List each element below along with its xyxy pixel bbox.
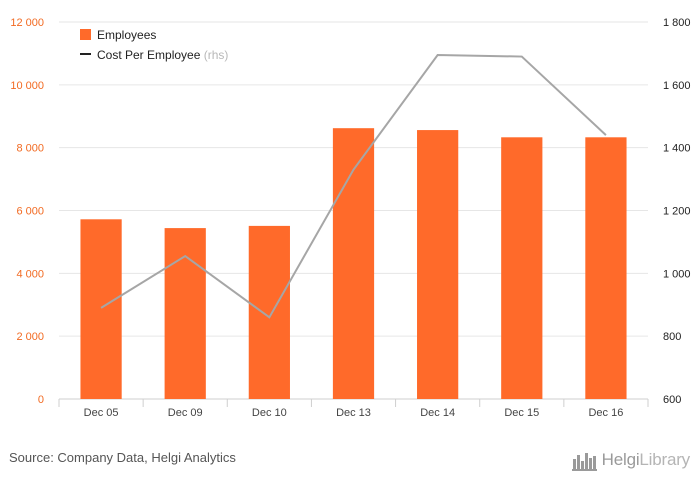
x-tick-label: Dec 14 bbox=[420, 407, 455, 419]
left-tick-label: 2 000 bbox=[16, 331, 44, 343]
bar-dec-14 bbox=[417, 130, 459, 399]
legend-label: Cost Per Employee (rhs) bbox=[97, 48, 228, 62]
x-tick-label: Dec 10 bbox=[252, 407, 287, 419]
legend-note: (rhs) bbox=[204, 48, 229, 62]
right-tick-label: 1 400 bbox=[663, 143, 691, 155]
right-tick-label: 600 bbox=[663, 394, 681, 406]
right-tick-label: 1 600 bbox=[663, 80, 691, 92]
legend-item-cost-per-employee[interactable]: Cost Per Employee (rhs) bbox=[80, 48, 228, 62]
source-note: Source: Company Data, Helgi Analytics bbox=[9, 450, 236, 465]
bar-dec-16 bbox=[585, 137, 627, 399]
left-tick-label: 8 000 bbox=[16, 143, 44, 155]
bar-dec-05 bbox=[80, 219, 122, 399]
helgi-library-logo-icon bbox=[571, 453, 597, 471]
line-series bbox=[100, 53, 607, 319]
right-axis: 600 800 1 000 1 200 1 400 1 600 1 800 bbox=[663, 17, 691, 406]
right-tick-label: 1 200 bbox=[663, 206, 691, 218]
legend-square-icon bbox=[80, 29, 91, 40]
bar-dec-09 bbox=[164, 228, 206, 399]
bar-dec-13 bbox=[332, 128, 375, 399]
x-tick-label: Dec 16 bbox=[588, 407, 623, 419]
left-axis: 0 2 000 4 000 6 000 8 000 10 000 12 000 bbox=[10, 17, 44, 406]
chart: 0 2 000 4 000 6 000 8 000 10 000 12 000 600 800… bbox=[10, 17, 691, 419]
right-tick-label: 1 000 bbox=[663, 268, 691, 280]
x-tick-label: Dec 05 bbox=[84, 407, 119, 419]
left-tick-label: 4 000 bbox=[16, 268, 44, 280]
left-tick-label: 10 000 bbox=[10, 80, 44, 92]
legend-item-employees[interactable]: Employees bbox=[80, 28, 156, 42]
left-tick-label: 0 bbox=[38, 394, 44, 406]
x-axis: Dec 05 Dec 09 Dec 10 Dec 13 Dec 14 Dec 15 Dec … bbox=[58, 399, 649, 419]
bar-dec-15 bbox=[501, 137, 543, 399]
legend[interactable]: Employees Cost Per Employee (rhs) bbox=[80, 28, 228, 62]
right-tick-label: 1 800 bbox=[663, 17, 691, 29]
legend-label: Employees bbox=[97, 28, 156, 42]
left-tick-label: 12 000 bbox=[10, 17, 44, 29]
logo-text: HelgiLibrary bbox=[601, 450, 691, 469]
x-tick-label: Dec 15 bbox=[504, 407, 539, 419]
left-tick-label: 6 000 bbox=[16, 206, 44, 218]
bar-dec-10 bbox=[248, 225, 290, 399]
right-tick-label: 800 bbox=[663, 331, 681, 343]
helgi-library-logo[interactable]: HelgiLibrary bbox=[571, 447, 691, 473]
x-tick-label: Dec 09 bbox=[168, 407, 203, 419]
x-tick-label: Dec 13 bbox=[336, 407, 371, 419]
